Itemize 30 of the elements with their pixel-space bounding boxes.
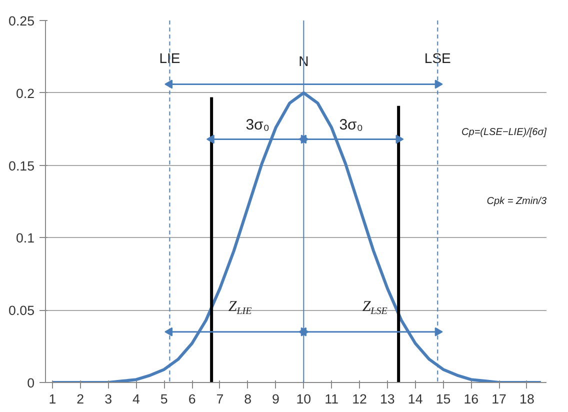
x-tick-label: 5: [160, 392, 168, 406]
x-tick-label: 14: [408, 392, 424, 406]
x-tick-label: 2: [76, 392, 84, 406]
x-tick-label: 1: [48, 392, 56, 406]
y-tick-label: 0.05: [8, 303, 35, 318]
x-tick-label: 11: [324, 392, 339, 406]
x-tick-label: 16: [464, 392, 479, 406]
annotation: Cp=(LSE−LIE)/[6σ]: [462, 127, 547, 138]
x-tick-label: 7: [216, 392, 224, 406]
x-tick-label: 10: [296, 392, 312, 406]
y-tick-label: 0.2: [16, 86, 35, 101]
y-tick-label: 0.25: [8, 14, 35, 28]
x-tick-label: 4: [132, 392, 141, 406]
y-tick-label: 0.1: [16, 230, 35, 246]
x-tick-label: 3: [104, 392, 112, 406]
y-tick-label: 0.15: [8, 158, 35, 174]
series-label: 3σ₀: [339, 116, 364, 134]
x-tick-label: 17: [492, 392, 506, 406]
x-tick-label: 13: [380, 392, 395, 406]
x-tick-label: 12: [352, 392, 367, 406]
annotation: LIE: [159, 50, 180, 66]
x-tick-label: 15: [436, 392, 451, 406]
y-tick-label: 0: [27, 376, 35, 390]
x-tick-label: 9: [272, 392, 280, 406]
annotation: LSE: [424, 50, 451, 66]
series-label: 3σ₀: [246, 116, 270, 134]
x-tick-label: 8: [244, 392, 252, 406]
annotation: Cpk = Zmin/3: [486, 196, 547, 207]
x-tick-label: 6: [188, 392, 196, 406]
x-tick-label: 18: [520, 392, 534, 406]
